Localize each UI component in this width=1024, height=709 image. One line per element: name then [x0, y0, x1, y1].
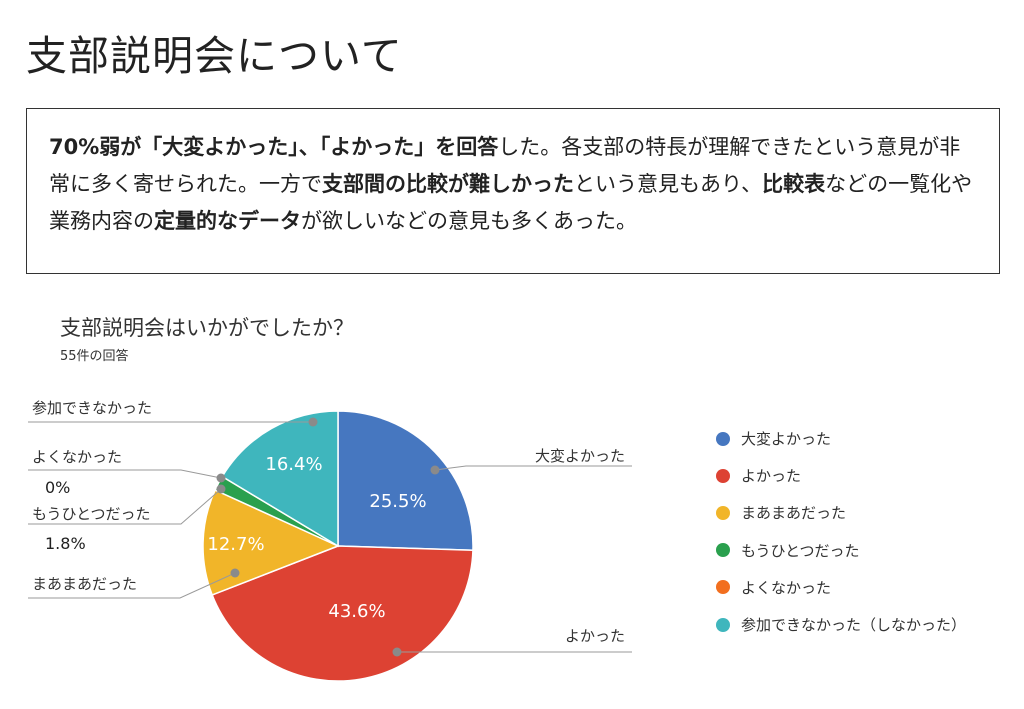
legend-label: よくなかった	[741, 578, 832, 597]
legend-swatch	[716, 431, 730, 446]
legend-label: まあまあだった	[741, 504, 847, 523]
summary-segment: などの一覧化や業務内容の	[49, 172, 973, 233]
chart-title: 支部説明会はいかがでしたか？	[60, 316, 354, 340]
summary-bold-segment: 支部間の比較が難しかった	[322, 172, 574, 196]
summary-segment: した。各支部の特長が理解できたという意見が非常に多く寄せられた。一方で	[49, 135, 961, 196]
legend-item: 大変よかった	[716, 420, 966, 457]
leader-anchor-dot	[216, 473, 226, 483]
legend-item: よかった	[716, 457, 966, 494]
legend-swatch	[716, 468, 730, 483]
slice-category-label: まあまあだった	[32, 575, 137, 593]
leader-anchor-dot	[308, 417, 318, 427]
summary-segment: が欲しいなどの意見も多くあった。	[301, 209, 637, 233]
leader-anchor-dot	[430, 465, 440, 475]
leader-line	[28, 488, 222, 525]
slice-category-label: よくなかった	[32, 448, 122, 466]
legend-item: まあまあだった	[716, 494, 966, 531]
leader-anchor-dot	[216, 484, 226, 494]
slice-percent-label: 12.7%	[207, 534, 264, 555]
legend-label: もうひとつだった	[741, 541, 860, 560]
legend-item: もうひとつだった	[716, 532, 966, 569]
legend-item: 参加できなかった（しなかった）	[716, 606, 966, 643]
summary-segment: という意見もあり、	[574, 172, 763, 196]
pie-slice	[221, 410, 339, 548]
leader-line	[28, 469, 222, 479]
summary-bold-segment: 定量的なデータ	[154, 209, 301, 233]
slice-category-label: 参加できなかった	[32, 399, 152, 417]
chart-subtitle: 55件の回答	[60, 349, 129, 364]
chart-legend: 大変よかった よかった まあまあだった もうひとつだった よくなかった 参加でき…	[716, 420, 966, 643]
slice-category-label: もうひとつだった	[32, 505, 151, 523]
legend-item: よくなかった	[716, 569, 966, 606]
legend-swatch	[716, 543, 730, 558]
leader-line	[28, 572, 236, 599]
slice-percent-label: 16.4%	[265, 454, 322, 475]
legend-swatch	[716, 617, 730, 632]
leader-anchor-dot	[392, 647, 402, 657]
leader-line	[434, 465, 632, 471]
slice-category-label: よかった	[565, 627, 625, 645]
pie-slice	[211, 545, 474, 682]
legend-label: 参加できなかった（しなかった）	[741, 616, 967, 635]
pie-slice	[337, 410, 474, 552]
legend-swatch	[716, 505, 730, 520]
slice-percent-label: 43.6%	[328, 601, 385, 622]
summary-bold-segment: 比較表	[762, 172, 826, 196]
page-title: 支部説明会について	[26, 32, 403, 80]
legend-swatch	[716, 580, 730, 595]
slice-percent-label: 25.5%	[369, 491, 426, 512]
summary-bold-segment: 70%弱が「大変よかった」、「よかった」を回答	[49, 135, 499, 159]
legend-label: 大変よかった	[741, 430, 832, 449]
leader-anchor-dot	[230, 568, 240, 578]
summary-text: 70%弱が「大変よかった」、「よかった」を回答した。各支部の特長が理解できたとい…	[49, 129, 977, 240]
slice-percent-label: 0%	[45, 478, 70, 497]
legend-label: よかった	[741, 467, 802, 486]
slice-category-label: 大変よかった	[535, 447, 625, 465]
slice-percent-label: 1.8%	[45, 534, 86, 553]
summary-box: 70%弱が「大変よかった」、「よかった」を回答した。各支部の特長が理解できたとい…	[26, 108, 1000, 274]
